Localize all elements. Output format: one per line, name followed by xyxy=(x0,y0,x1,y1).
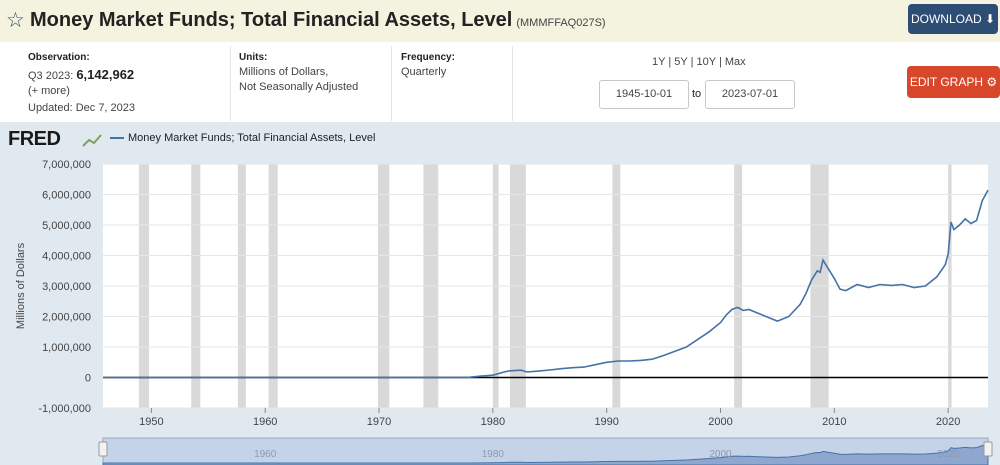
range-links: 1Y | 5Y | 10Y | Max xyxy=(652,56,746,68)
observation-label: Observation: xyxy=(28,52,90,63)
units-label: Units: xyxy=(239,52,268,63)
column-divider xyxy=(230,46,231,121)
navigator-handle[interactable] xyxy=(98,441,108,457)
navigator-handle[interactable] xyxy=(983,441,993,457)
y-tick-label: -1,000,000 xyxy=(38,403,91,415)
y-tick-label: 2,000,000 xyxy=(42,312,91,324)
more-link[interactable]: (+ more) xyxy=(28,85,70,97)
end-date-input[interactable]: 2023-07-01 xyxy=(705,80,795,109)
navigator-tick-label: 1980 xyxy=(482,449,505,460)
y-tick-label: 0 xyxy=(85,373,91,385)
download-button[interactable]: DOWNLOAD ⬇ xyxy=(908,4,998,34)
observation-period: Q3 2023: xyxy=(28,70,74,82)
units-line1: Millions of Dollars, xyxy=(239,66,329,78)
gear-icon: ⚙ xyxy=(986,75,998,89)
page-title: Money Market Funds; Total Financial Asse… xyxy=(30,9,606,32)
download-label: DOWNLOAD xyxy=(910,12,982,26)
frequency-value: Quarterly xyxy=(401,66,447,78)
y-tick-label: 4,000,000 xyxy=(42,251,91,263)
column-divider xyxy=(391,46,392,121)
x-tick-label: 2020 xyxy=(936,416,960,428)
y-axis-label: Millions of Dollars xyxy=(15,242,27,329)
legend-label: Money Market Funds; Total Financial Asse… xyxy=(128,132,376,144)
y-tick-label: 7,000,000 xyxy=(42,159,91,171)
units-panel: Units: Millions of Dollars, Not Seasonal… xyxy=(239,52,358,95)
x-tick-label: 2000 xyxy=(708,416,732,428)
column-divider xyxy=(512,46,513,121)
units-line2: Not Seasonally Adjusted xyxy=(239,81,359,93)
navigator-tick-label: 1960 xyxy=(254,449,277,460)
range-10y-link[interactable]: 10Y xyxy=(696,56,716,68)
fred-logo-text: FRED xyxy=(8,128,61,150)
series-title: Money Market Funds; Total Financial Asse… xyxy=(30,9,513,31)
range-5y-link[interactable]: 5Y xyxy=(674,56,688,68)
frequency-label: Frequency: xyxy=(401,52,455,63)
series-line xyxy=(103,189,989,379)
y-tick-label: 5,000,000 xyxy=(42,220,91,232)
edit-graph-button[interactable]: EDIT GRAPH ⚙ xyxy=(907,66,1000,98)
range-separator: | xyxy=(668,56,672,68)
range-separator: | xyxy=(718,56,722,68)
x-tick-label: 1970 xyxy=(367,416,391,428)
navigator-tick-label: 2000 xyxy=(709,449,732,460)
series-id: (MMMFFAQ027S) xyxy=(516,17,606,29)
x-tick-label: 1960 xyxy=(253,416,277,428)
x-tick-label: 1950 xyxy=(139,416,163,428)
range-max-link[interactable]: Max xyxy=(724,56,746,68)
updated-date: Updated: Dec 7, 2023 xyxy=(28,102,136,114)
download-icon: ⬇ xyxy=(984,12,996,26)
y-tick-label: 6,000,000 xyxy=(42,190,91,202)
range-separator: | xyxy=(690,56,694,68)
date-to-label: to xyxy=(692,88,702,100)
frequency-panel: Frequency: Quarterly xyxy=(401,52,455,80)
y-tick-label: 3,000,000 xyxy=(42,281,91,293)
x-tick-label: 1980 xyxy=(481,416,505,428)
range-1y-link[interactable]: 1Y xyxy=(652,56,666,68)
star-icon[interactable]: ☆ xyxy=(6,9,25,32)
edit-graph-label: EDIT GRAPH xyxy=(909,75,983,89)
fred-logo: FRED xyxy=(8,128,61,151)
observation-value: 6,142,962 xyxy=(76,67,135,82)
legend-swatch xyxy=(110,137,124,140)
navigator-series-area xyxy=(102,444,989,465)
chart-legend: Money Market Funds; Total Financial Asse… xyxy=(110,132,375,144)
y-tick-label: 1,000,000 xyxy=(42,342,91,354)
observation-panel: Observation: Q3 2023: 6,142,962 (+ more)… xyxy=(28,52,135,116)
header-bar xyxy=(0,0,1000,42)
x-tick-label: 1990 xyxy=(594,416,618,428)
x-tick-label: 2010 xyxy=(822,416,846,428)
start-date-input[interactable]: 1945-10-01 xyxy=(599,80,689,109)
navigator-tick-label: 2020 xyxy=(937,449,960,460)
logo-sparkline xyxy=(82,134,102,147)
